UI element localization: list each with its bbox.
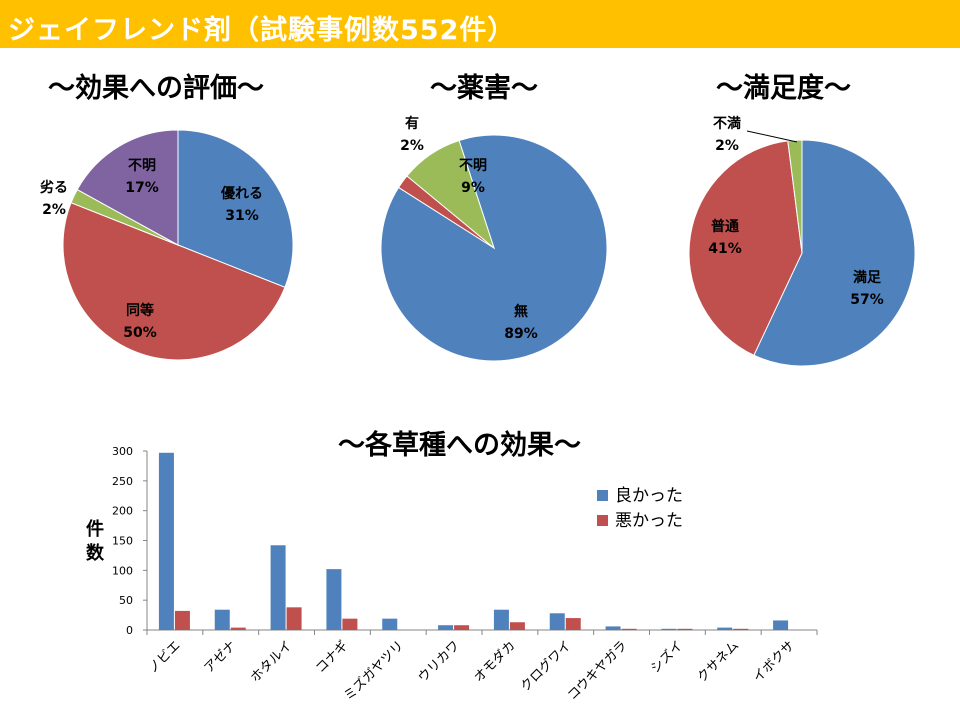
pie-leader-line: [746, 130, 798, 143]
pie-slice-label: 有 2%: [400, 115, 424, 154]
legend-label: 悪かった: [615, 511, 683, 531]
pie-slice-label: 無 89%: [504, 303, 538, 342]
bar-bad: [733, 628, 749, 630]
pie-chart-2: [688, 139, 916, 367]
pie-satisfaction-title: ～満足度～: [716, 73, 851, 104]
pie-effect-title: ～効果への評価～: [48, 73, 264, 104]
header-banner: ジェイフレンド剤（試験事例数552件）: [0, 0, 960, 48]
bar-good: [605, 626, 621, 630]
bar-good: [493, 609, 509, 630]
pie-slice-label: 不明 9%: [459, 158, 487, 196]
bar-chart-title: ～各草種への効果～: [338, 430, 581, 461]
pie-slice-label: 劣る 2%: [40, 179, 68, 218]
x-category-label: アゼナ: [202, 638, 240, 676]
page-title: ジェイフレンド剤（試験事例数552件）: [8, 15, 516, 46]
bar-good: [158, 452, 174, 630]
bar-good: [549, 613, 565, 630]
x-category-label: クログワイ: [518, 638, 575, 695]
bar-good: [382, 618, 398, 630]
x-category-label: クサネム: [695, 638, 742, 685]
y-tick-label: 100: [112, 564, 133, 577]
pie-slice-label: 不明 17%: [125, 158, 159, 196]
bar-good: [438, 625, 454, 630]
pie-chart-0: [62, 129, 294, 361]
bar-good: [717, 627, 733, 630]
x-category-label: シズイ: [647, 638, 686, 677]
x-category-label: ウリカワ: [416, 638, 463, 685]
pie-slice: [76, 129, 179, 246]
x-category-label: ミズガヤツリ: [341, 638, 407, 704]
bar-good: [773, 620, 789, 630]
bar-bad: [342, 618, 358, 630]
pie-chart-1: [380, 134, 608, 362]
bar-bad: [621, 628, 637, 630]
legend-label: 良かった: [615, 486, 683, 506]
pie-slice: [787, 139, 803, 254]
bar-bad: [677, 628, 693, 630]
pie-damage-title: ～薬害～: [430, 73, 538, 104]
bar-good: [661, 628, 677, 630]
pie-slice: [406, 139, 496, 250]
pie-slice: [753, 139, 916, 367]
bar-bad: [565, 618, 581, 630]
bar-bad: [454, 625, 470, 630]
bar-good: [214, 609, 230, 630]
pie-slice-label: 優れる 31%: [220, 185, 263, 224]
y-tick-label: 0: [126, 624, 133, 637]
y-tick-label: 150: [112, 535, 133, 548]
x-category-label: ホタルイ: [248, 638, 295, 685]
bar-bad: [230, 627, 246, 630]
legend-swatch: [597, 490, 608, 501]
x-category-label: コウキヤガラ: [565, 638, 630, 703]
bar-good: [270, 545, 286, 630]
pie-slice: [177, 129, 294, 288]
pie-slice-label: 普通 41%: [708, 218, 742, 257]
pie-slice-label: 不満 2%: [713, 115, 741, 154]
pie-slice-label: 同等 50%: [123, 302, 157, 341]
legend-swatch: [597, 515, 608, 526]
pie-slice: [688, 140, 803, 356]
x-category-label: ノビエ: [146, 638, 184, 676]
x-category-label: オモダカ: [471, 638, 518, 685]
pie-slice: [62, 202, 286, 361]
y-tick-label: 250: [112, 475, 133, 488]
x-category-label: イボクサ: [751, 638, 798, 685]
bar-y-axis-label: 件数: [86, 519, 104, 564]
y-tick-label: 50: [119, 594, 133, 607]
bar-good: [326, 569, 342, 630]
bar-bad: [509, 622, 525, 630]
bar-bad: [286, 607, 302, 630]
bar-bad: [174, 610, 190, 630]
y-tick-label: 300: [112, 445, 133, 458]
pie-slice-label: 満足 57%: [850, 269, 884, 308]
y-tick-label: 200: [112, 505, 133, 518]
x-category-label: コナギ: [313, 638, 351, 676]
